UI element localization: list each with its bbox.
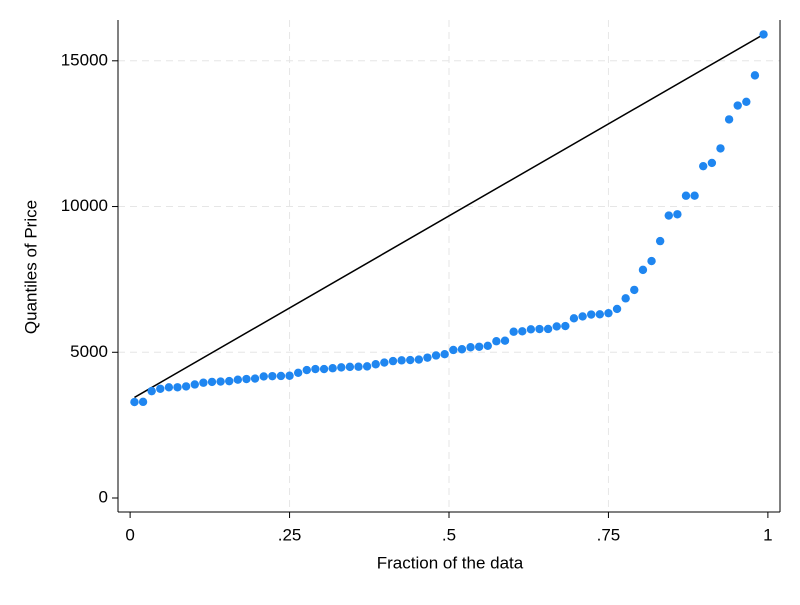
point [268,371,277,381]
y-tick-label: 10000 [61,196,108,215]
point [578,312,587,321]
x-tick-label: .75 [597,525,621,544]
x-tick-label: .5 [442,525,456,544]
x-tick-label: 0 [125,525,134,544]
point [638,265,648,275]
point [724,115,734,124]
point [500,336,510,345]
y-tick-label: 0 [99,487,108,506]
point [630,285,639,295]
point [612,304,622,314]
point [130,397,139,407]
point [561,321,570,331]
point [587,310,596,319]
point [181,382,191,391]
point [354,362,363,371]
point [681,191,691,200]
point [518,327,527,336]
point [190,380,199,389]
point [526,325,536,334]
point [716,144,725,153]
point [345,362,355,372]
point [655,236,665,246]
point [492,337,501,346]
point [733,101,742,110]
point [457,345,467,354]
y-axis-title: Quantiles of Price [21,200,40,334]
point [414,355,424,364]
point [207,377,217,387]
point [431,351,441,360]
point [750,71,760,80]
x-axis-title: Fraction of the data [377,553,524,572]
point [328,364,337,373]
point [371,360,380,369]
point [225,376,234,386]
point [474,342,484,351]
point [707,158,717,168]
point [138,397,148,407]
point [156,384,165,393]
point [233,375,243,384]
point [293,368,303,377]
point [699,161,708,171]
point [362,362,372,371]
point [535,324,544,334]
point [509,327,518,336]
point [466,343,475,352]
point [621,294,630,303]
point [647,256,656,266]
y-tick-label: 15000 [61,50,108,69]
point [673,210,682,219]
point [380,358,389,367]
point [250,374,260,383]
point [543,324,553,334]
point [604,308,613,318]
point [337,363,346,372]
point [664,211,673,220]
x-tick-label: 1 [763,525,772,544]
point [406,355,415,365]
point [569,314,579,323]
point [388,356,398,366]
point [311,364,320,374]
point [285,371,294,380]
point [147,386,156,396]
point [483,341,492,351]
point [242,374,251,384]
point [276,371,286,381]
point [302,365,311,375]
point [552,322,561,331]
reference-line [134,33,764,399]
point [423,353,432,362]
point [742,97,751,106]
point [216,377,225,386]
point [199,378,208,387]
point [173,383,182,392]
point [449,345,458,355]
point [397,356,406,365]
point [690,191,699,200]
point [259,372,268,381]
point [759,30,768,39]
point [440,349,449,359]
point [164,383,174,392]
x-tick-label: .25 [278,525,302,544]
point [595,310,605,319]
point [319,364,329,374]
y-tick-label: 5000 [70,342,108,361]
